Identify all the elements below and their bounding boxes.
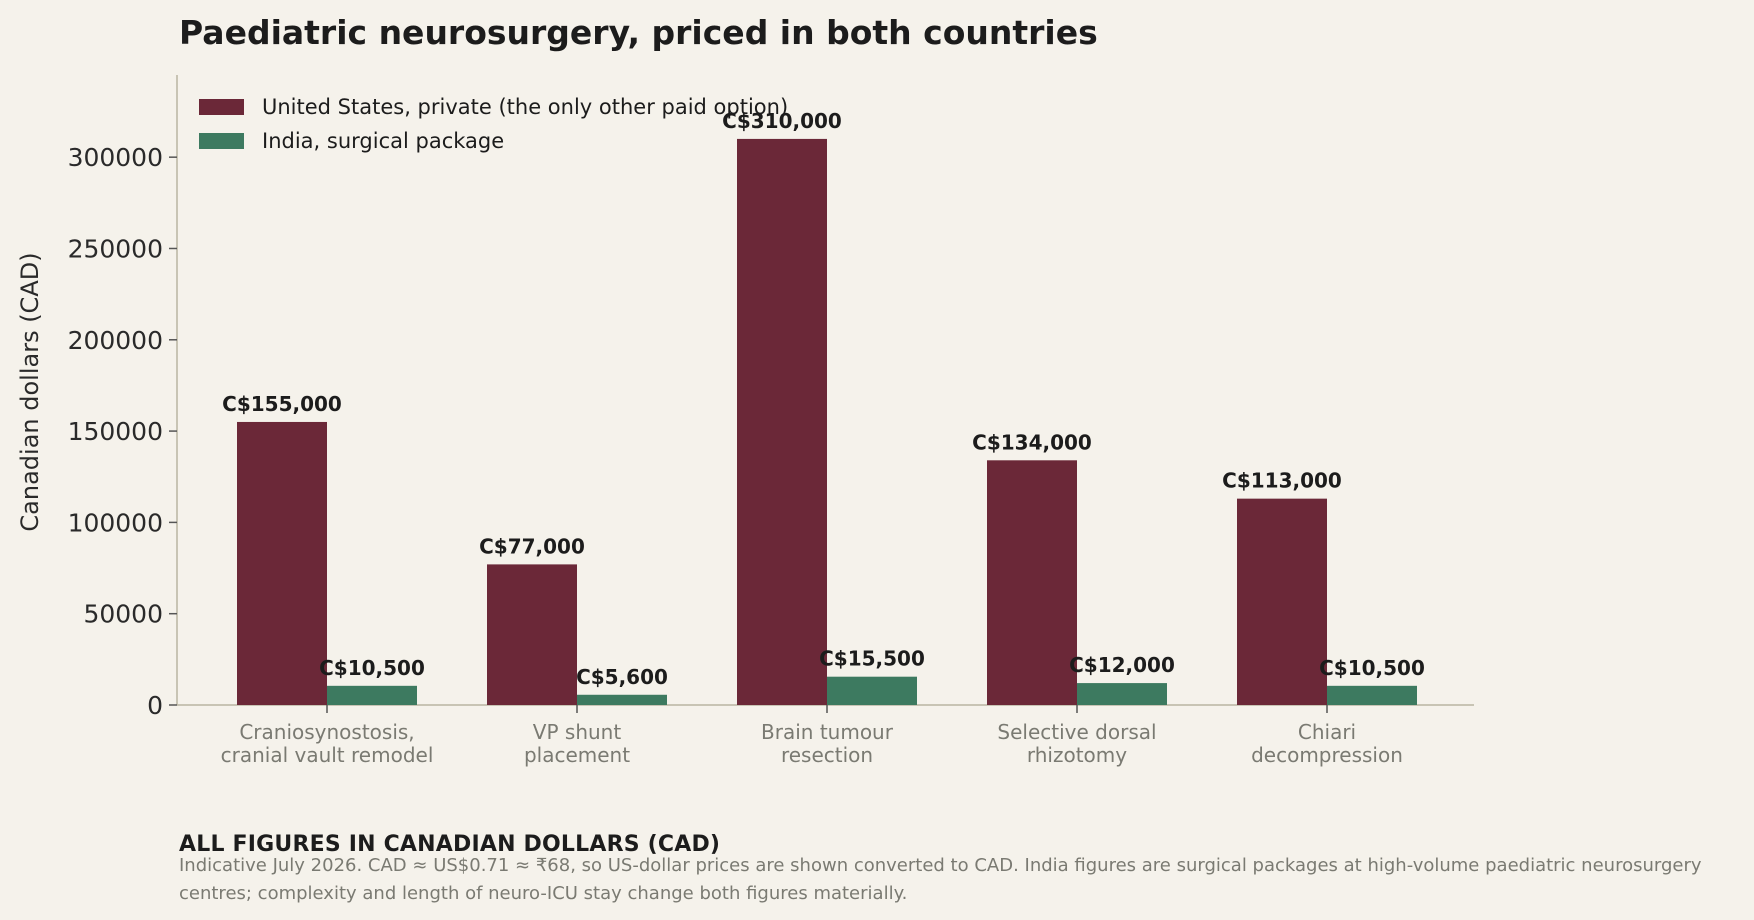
chart-footer: ALL FIGURES IN CANADIAN DOLLARS (CAD) In… — [179, 832, 1739, 908]
legend: United States, private (the only other p… — [199, 95, 788, 153]
x-tick-label: Brain tumour resection — [761, 720, 894, 767]
bar-india — [827, 676, 917, 705]
bar-united-states — [1237, 498, 1327, 705]
x-tick-label: VP shunt placement — [524, 720, 630, 767]
data-label: C$77,000 — [479, 534, 585, 558]
bar-united-states — [987, 460, 1077, 705]
y-tick-label: 50000 — [83, 600, 163, 629]
y-tick-label: 300000 — [68, 143, 163, 172]
legend-label: United States, private (the only other p… — [262, 95, 788, 119]
legend-label: India, surgical package — [262, 129, 504, 153]
y-tick-label: 200000 — [68, 326, 163, 355]
x-tick-label: Chiari decompression — [1251, 720, 1403, 767]
bar-united-states — [487, 564, 577, 705]
bar-united-states — [737, 138, 827, 706]
data-label: C$10,500 — [1319, 656, 1425, 680]
y-tick-label: 0 — [147, 691, 163, 720]
bar-india — [577, 694, 667, 705]
x-tick-label: Craniosynostosis, cranial vault remodel — [221, 720, 434, 767]
footer-heading: ALL FIGURES IN CANADIAN DOLLARS (CAD) — [179, 832, 721, 857]
chart-title: Paediatric neurosurgery, priced in both … — [179, 13, 1098, 52]
y-tick-label: 150000 — [68, 417, 163, 446]
legend-swatch — [199, 133, 244, 149]
bar-india — [327, 685, 417, 705]
bar-united-states — [237, 421, 327, 705]
bar-india — [1077, 683, 1167, 705]
y-tick-label: 100000 — [68, 508, 163, 537]
data-label: C$310,000 — [722, 109, 842, 133]
data-label: C$12,000 — [1069, 653, 1175, 677]
bar-india — [1327, 685, 1417, 705]
axes: 0 50000 100000 150000 200000 250000 300000 Cran… — [68, 75, 1474, 767]
data-label: C$15,500 — [819, 647, 925, 671]
x-tick-label: Selective dorsal rhizotomy — [997, 720, 1156, 767]
data-label: C$5,600 — [576, 665, 668, 689]
y-axis-label: Canadian dollars (CAD) — [16, 252, 44, 531]
bars: C$155,000 C$10,500 C$77,000 C$5,600 C$310,00… — [222, 109, 1425, 706]
legend-swatch — [199, 99, 244, 115]
data-label: C$134,000 — [972, 430, 1092, 454]
footer-note: Indicative July 2026. CAD ≈ US$0.71 ≈ ₹6… — [179, 855, 1702, 904]
data-label: C$155,000 — [222, 392, 342, 416]
y-tick-label: 250000 — [68, 234, 163, 263]
data-label: C$10,500 — [319, 656, 425, 680]
data-label: C$113,000 — [1222, 469, 1342, 493]
bar-chart: Paediatric neurosurgery, priced in both … — [16, 13, 1474, 767]
